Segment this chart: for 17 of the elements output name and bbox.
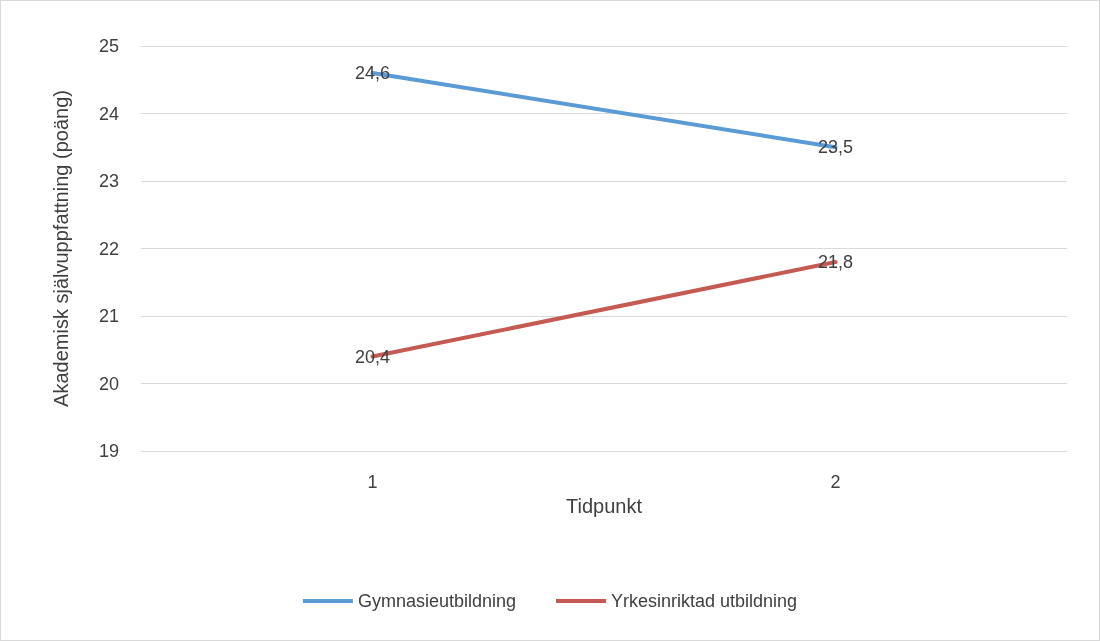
x-tick-label: 1 <box>367 472 378 492</box>
data-label: 23,5 <box>817 137 854 158</box>
y-tick-label: 23 <box>98 171 119 191</box>
y-tick-label: 21 <box>98 306 119 326</box>
data-label: 21,8 <box>817 252 854 272</box>
y-tick-label: 24 <box>98 103 119 124</box>
legend-label: Yrkesinriktad utbildning <box>610 591 798 611</box>
x-tick-label: 2 <box>830 472 841 492</box>
legend-label: Gymnasieutbildning <box>357 591 516 611</box>
y-axis-title: Akademisk självuppfattning (poäng) <box>50 90 72 407</box>
data-label: 20,4 <box>354 346 391 367</box>
y-tick-label: 19 <box>98 441 119 461</box>
y-tick-label: 20 <box>98 373 119 394</box>
x-axis-title: Tidpunkt <box>566 495 643 517</box>
y-tick-label: 25 <box>98 36 119 56</box>
y-tick-label: 22 <box>98 238 119 259</box>
data-label: 24,6 <box>354 63 391 83</box>
